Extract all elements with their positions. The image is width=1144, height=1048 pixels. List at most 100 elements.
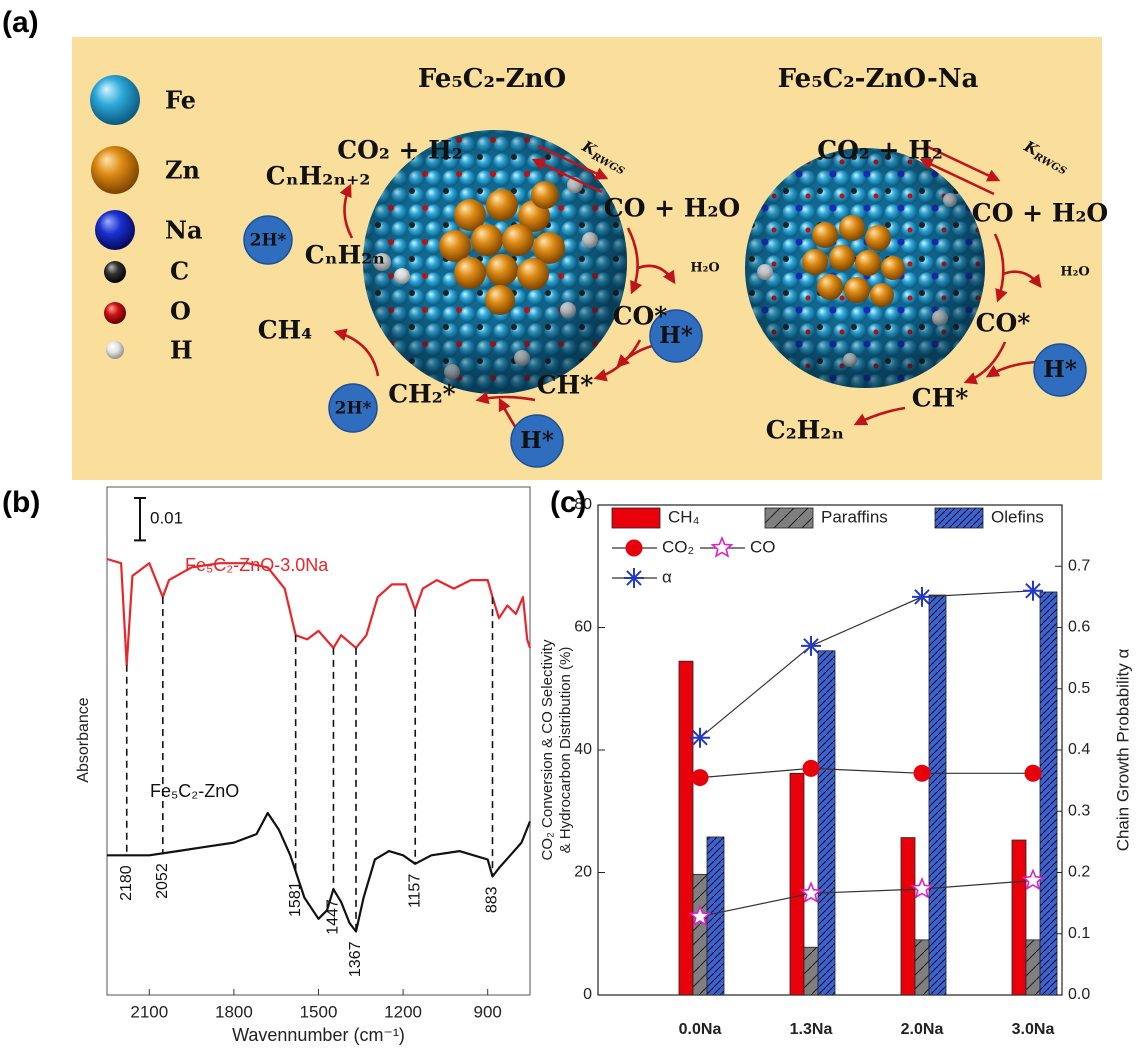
species: CₙH₂ₙ: [305, 241, 385, 270]
bar-hatch: [915, 940, 929, 995]
x-axis-label: Wavennumber (cm⁻¹): [232, 1025, 405, 1045]
y-tick-label: 0: [583, 986, 592, 1003]
peak-label: 1447: [325, 899, 342, 935]
species: H₂O: [690, 261, 719, 276]
species: CₙH₂ₙ₊₂: [266, 162, 371, 191]
legend-hatch: [765, 508, 813, 528]
y-axis-label: Absorbance: [75, 697, 92, 782]
catalyst-title: Fe₅C₂-ZnO-Na: [778, 64, 979, 94]
marker: [626, 540, 643, 557]
x-tick-label: 0.0Na: [679, 1021, 722, 1038]
y-axis-label: CO₂ Conversion & CO Selectivity: [539, 639, 556, 860]
x-tick-label: 3.0Na: [1012, 1021, 1055, 1038]
marker: [801, 636, 821, 656]
scale-bar-label: 0.01: [150, 509, 183, 528]
species: CH*: [537, 371, 594, 400]
bar-hatch: [929, 595, 946, 995]
atom-label: O: [170, 297, 191, 326]
y2-tick-label: 0.1: [1068, 925, 1090, 942]
y-tick-label: 40: [574, 741, 592, 758]
spectrum-line: [107, 559, 530, 665]
species: CO + H₂O: [972, 199, 1108, 228]
legend-label: Paraffins: [821, 507, 888, 526]
figure: (a) (b) (c) Fe Zn Na C O H Fe₅C₂-ZnO Fe₅…: [0, 0, 1144, 1048]
legend-swatch: [612, 508, 660, 528]
atom-icon: [104, 302, 126, 324]
y2-axis-label: Chain Growth Probability α: [1113, 649, 1132, 852]
y-tick-label: 60: [574, 619, 592, 636]
legend-label: α: [662, 567, 672, 586]
legend-label: CH₄: [668, 507, 700, 526]
y2-tick-label: 0.7: [1068, 557, 1090, 574]
y2-tick-label: 0.3: [1068, 802, 1090, 819]
particle-shade: [745, 148, 985, 388]
peak-label: 2180: [118, 865, 135, 901]
catalyst-title: Fe₅C₂-ZnO: [418, 64, 566, 94]
legend-label: CO: [750, 537, 776, 556]
marker: [690, 728, 710, 748]
species: H₂O: [1060, 265, 1089, 280]
atom-icon: [104, 261, 126, 283]
species: 2H*: [250, 231, 287, 251]
atom-label: Fe: [165, 86, 196, 115]
species: CH₂*: [388, 380, 456, 409]
peak-label: 883: [484, 886, 501, 913]
marker: [803, 760, 820, 777]
atom-label: Na: [165, 216, 203, 245]
species: CO + H₂O: [604, 194, 740, 223]
species: CO₂ + H₂: [337, 136, 463, 165]
page: {"panel_labels":["(a)","(b)","(c)"], "di…: [0, 0, 1144, 1048]
bar-hatch: [804, 947, 818, 995]
atom-icon: [91, 146, 139, 194]
y2-tick-label: 0.0: [1068, 986, 1090, 1003]
y2-tick-label: 0.2: [1068, 864, 1090, 881]
marker: [1023, 581, 1043, 601]
marker: [624, 568, 644, 588]
series-line: [700, 768, 1033, 777]
legend-label: Olefins: [991, 507, 1044, 526]
series-line: [700, 881, 1033, 917]
marker: [713, 538, 732, 556]
atom-icon: [90, 75, 140, 125]
x-tick-label: 1200: [384, 1002, 422, 1021]
bar: [790, 773, 804, 995]
series-label: Fe₅C₂-ZnO-3.0Na: [185, 555, 329, 575]
bar: [679, 661, 693, 995]
atom-label: C: [170, 257, 189, 286]
diagram: Fe Zn Na C O H Fe₅C₂-ZnO Fe₅C₂-ZnO-Na CO…: [72, 37, 1108, 480]
species: H*: [1043, 356, 1077, 383]
legend-label: CO₂: [662, 537, 694, 556]
y-tick-label: 20: [574, 864, 592, 881]
bar-hatch: [707, 837, 724, 995]
atom-label: Zn: [165, 156, 200, 185]
panel-label: (b): [2, 486, 40, 519]
legend-hatch: [935, 508, 983, 528]
bar-hatch: [818, 651, 835, 995]
y-axis-label: & Hydrocarbon Distribution (%): [557, 647, 574, 854]
series-line: [700, 591, 1033, 738]
bar-hatch: [1026, 940, 1040, 995]
marker: [912, 587, 932, 607]
peak-label: 1367: [347, 941, 364, 977]
marker: [692, 769, 709, 786]
marker: [1025, 765, 1042, 782]
atom-label: H: [170, 336, 193, 365]
atom-icon: [106, 341, 124, 359]
panel-label: (a): [2, 6, 39, 39]
atom-icon: [95, 210, 135, 250]
species: CH*: [912, 384, 969, 413]
x-tick-label: 2.0Na: [901, 1021, 944, 1038]
species: H*: [520, 427, 554, 454]
species: 2H*: [335, 399, 372, 419]
bar-hatch: [693, 874, 707, 995]
bar-hatch: [1040, 592, 1057, 995]
y2-tick-label: 0.5: [1068, 680, 1090, 697]
species: C₂H₂ₙ: [766, 416, 844, 445]
scale-bar: [134, 498, 146, 540]
species: H*: [659, 322, 693, 349]
bar: [1012, 840, 1026, 995]
species: CH₄: [258, 316, 313, 345]
species: CO₂ + H₂: [817, 136, 943, 165]
peak-label: 2052: [154, 863, 171, 899]
peak-label: 1581: [287, 881, 304, 917]
